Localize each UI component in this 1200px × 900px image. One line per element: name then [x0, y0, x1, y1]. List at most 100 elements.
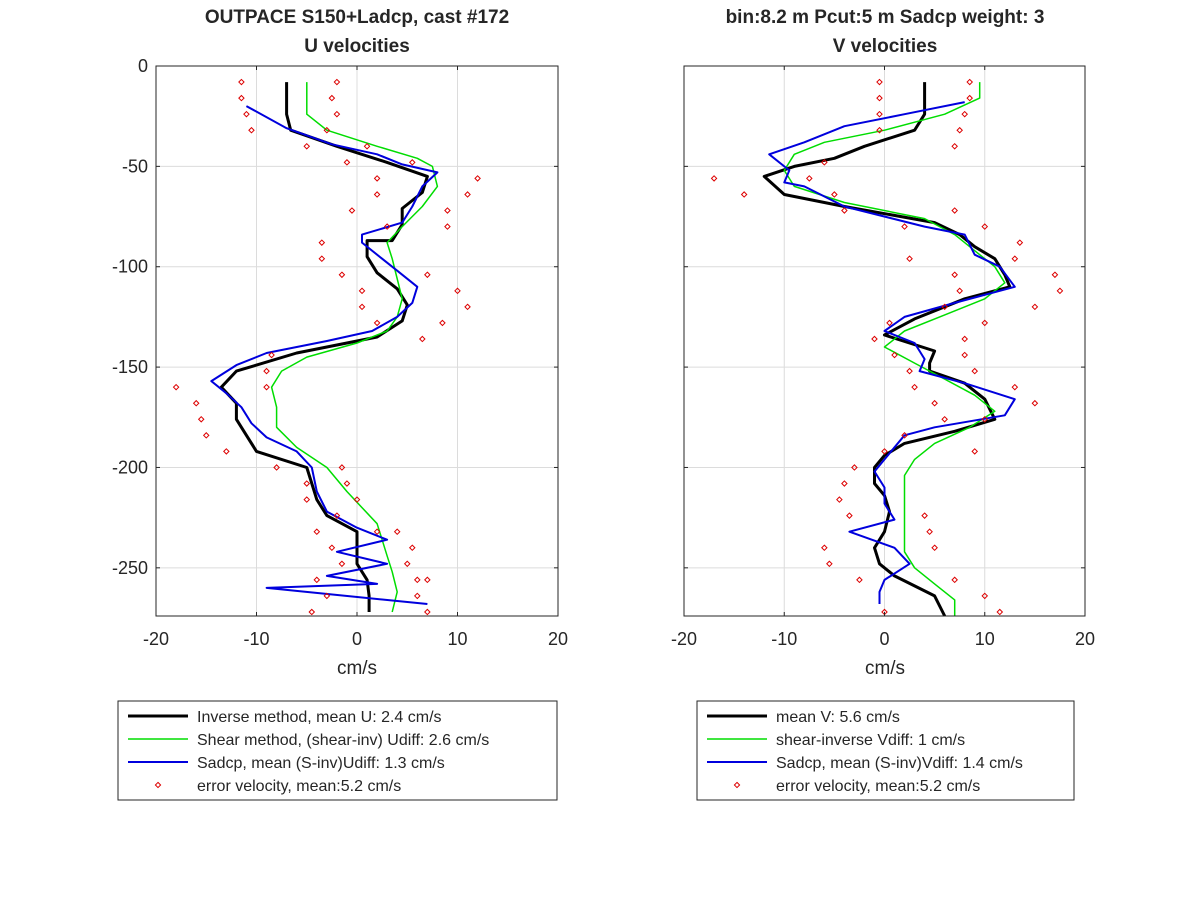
v-legend-entry-label: shear-inverse Vdiff: 1 cm/s: [776, 732, 965, 749]
v-error-velocity-point: [971, 367, 979, 375]
u-error-velocity-point: [383, 223, 391, 230]
u-error-velocity-point: [243, 110, 250, 118]
u-legend-entry-label: error velocity, mean:5.2 cm/s: [197, 778, 401, 795]
u-error-velocity-point: [358, 303, 366, 311]
v-x-tick-label: -10: [771, 629, 797, 649]
u-error-velocity-point: [464, 303, 471, 311]
u-legend-entry-label: Inverse method, mean U: 2.4 cm/s: [197, 709, 442, 726]
v-legend-entry-label: error velocity, mean:5.2 cm/s: [776, 778, 980, 795]
v-error-velocity-point: [1056, 287, 1064, 295]
u-legend: Inverse method, mean U: 2.4 cm/s Shear me…: [117, 700, 558, 801]
u-series-line-0: [219, 82, 429, 612]
v-error-velocity-point: [821, 544, 828, 552]
v-error-velocity-point: [906, 367, 913, 375]
v-error-velocity-point: [921, 512, 928, 519]
u-x-tick-label: -10: [243, 629, 269, 649]
u-error-velocity-point: [464, 191, 471, 198]
v-x-tick-label: 10: [975, 629, 995, 649]
v-error-velocity-point: [951, 142, 958, 150]
u-error-velocity-point: [313, 528, 321, 536]
u-x-tick-label: 0: [352, 629, 362, 649]
v-error-velocity-point: [841, 480, 848, 487]
v-error-velocity-point: [821, 159, 828, 166]
u-error-velocity-point: [348, 207, 356, 214]
u-error-velocity-point: [328, 94, 336, 102]
v-x-axis-label: cm/s: [865, 658, 905, 679]
u-series-line-2: [210, 105, 439, 605]
u-error-velocity-point: [439, 319, 446, 327]
v-plot-area: -20 -10 0 10 20: [671, 65, 1095, 649]
u-error-velocity-point: [318, 239, 326, 246]
u-error-velocity-point: [338, 560, 346, 568]
u-error-velocity-point: [424, 576, 431, 584]
u-y-tick-label: -250: [112, 558, 148, 578]
u-error-velocity-point: [273, 464, 280, 471]
u-error-velocity-point: [303, 496, 311, 503]
v-error-velocity-point: [951, 271, 958, 279]
v-error-velocity-point: [881, 448, 888, 455]
u-y-tick-label: -100: [112, 257, 148, 277]
u-error-velocity-point: [424, 271, 431, 279]
v-legend: mean V: 5.6 cm/s shear-inverse Vdiff: 1 c…: [696, 700, 1075, 801]
v-x-tick-label: 0: [879, 629, 889, 649]
u-error-velocity-point: [313, 576, 321, 584]
v-x-tick-label: -20: [671, 629, 697, 649]
v-error-velocity-point: [941, 303, 948, 311]
v-error-velocity-point: [961, 110, 969, 118]
u-x-tick-label: -20: [143, 629, 169, 649]
v-error-velocity-point: [1011, 255, 1019, 263]
v-error-velocity-point: [996, 608, 1004, 616]
v-error-velocity-point: [846, 512, 853, 519]
u-error-velocity-point: [353, 496, 361, 503]
u-error-velocity-point: [363, 142, 371, 150]
u-x-tick-label: 20: [548, 629, 568, 649]
v-error-velocity-point: [901, 432, 908, 439]
v-error-velocity-point: [1031, 303, 1039, 311]
v-error-velocity-point: [876, 110, 883, 118]
u-series-line-1: [270, 82, 439, 613]
u-error-velocity-point: [444, 207, 451, 214]
u-legend-marker-swatch: [154, 781, 162, 789]
u-error-velocity-point: [358, 287, 366, 295]
u-y-tick-label: -50: [122, 156, 148, 176]
u-error-velocity-point: [323, 126, 331, 134]
u-y-tick-label: -200: [112, 457, 148, 477]
u-error-velocity-point: [238, 78, 245, 86]
u-error-velocity-point: [393, 528, 401, 536]
u-error-velocity-point: [303, 142, 311, 150]
v-legend-marker-swatch: [733, 781, 741, 789]
u-error-velocity-point: [263, 367, 270, 375]
u-error-velocity-point: [408, 544, 416, 552]
u-error-velocity-point: [373, 191, 381, 198]
u-error-velocity-point: [303, 480, 311, 487]
u-x-tick-label: 10: [447, 629, 467, 649]
u-plot-area: -20 -10 0 10 200-50-100-150-200-250: [112, 56, 568, 649]
u-error-velocity-point: [454, 287, 461, 295]
u-y-tick-label: 0: [138, 56, 148, 76]
u-error-velocity-point: [333, 78, 341, 86]
v-error-velocity-point: [1051, 271, 1059, 279]
v-error-velocity-point: [876, 78, 883, 86]
v-error-velocity-point: [826, 560, 833, 568]
v-panel-title-line-2: V velocities: [833, 36, 938, 57]
u-y-tick-label: -150: [112, 357, 148, 377]
v-error-velocity-point: [966, 94, 974, 102]
v-error-velocity-point: [961, 351, 969, 359]
v-series-line-2: [768, 101, 1016, 604]
u-legend-entry-label: Shear method, (shear-inv) Udiff: 2.6 cm/…: [197, 732, 489, 749]
u-error-velocity-point: [323, 592, 331, 600]
u-panel-title-line-1: OUTPACE S150+Ladcp, cast #172: [205, 7, 509, 28]
u-error-velocity-point: [413, 576, 421, 584]
v-error-velocity-point: [876, 126, 883, 134]
u-error-velocity-point: [444, 223, 451, 230]
v-error-velocity-point: [941, 415, 948, 423]
v-error-velocity-point: [981, 592, 989, 600]
u-error-velocity-point: [333, 110, 341, 118]
v-error-velocity-point: [1016, 239, 1024, 246]
u-error-velocity-point: [343, 159, 351, 166]
u-error-velocity-point: [308, 608, 316, 616]
v-x-tick-label: 20: [1075, 629, 1095, 649]
u-error-velocity-point: [192, 399, 200, 407]
v-error-velocity-point: [956, 126, 963, 134]
u-error-velocity-point: [333, 512, 341, 519]
